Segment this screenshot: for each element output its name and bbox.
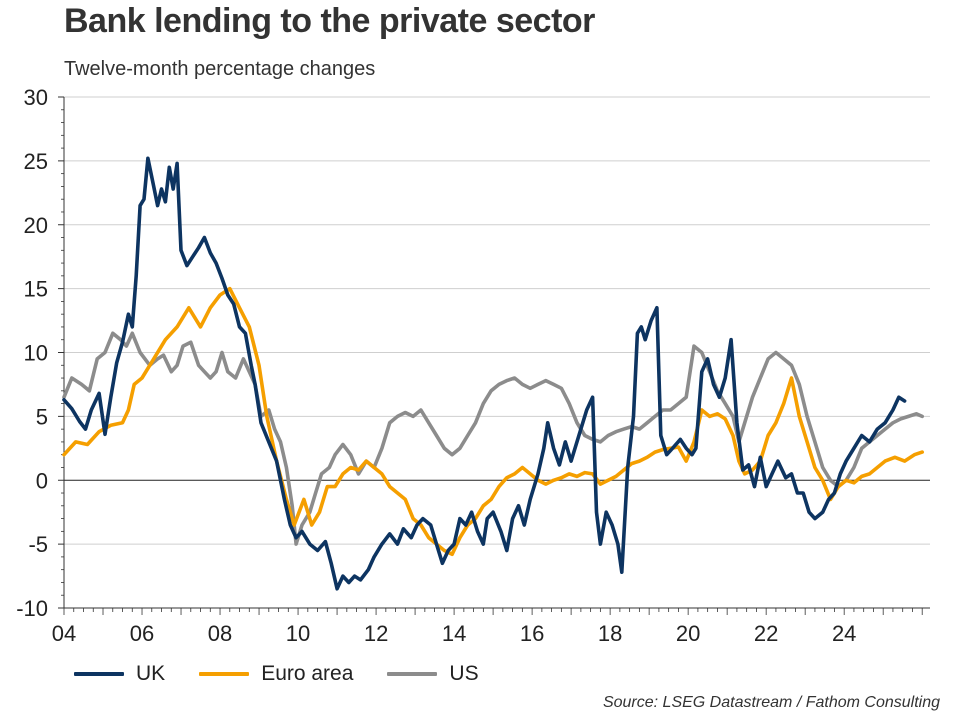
legend-label-uk: UK — [136, 662, 166, 685]
series-line-us — [62, 331, 924, 546]
x-tick-label: 14 — [442, 621, 466, 646]
x-tick-label: 22 — [754, 621, 778, 646]
legend-item-us: US — [387, 662, 479, 686]
y-tick-label: 30 — [24, 85, 48, 110]
x-tick-label: 20 — [676, 621, 700, 646]
x-tick-label: 16 — [520, 621, 544, 646]
legend-item-uk: UK — [74, 662, 165, 686]
x-tick-label: 18 — [598, 621, 622, 646]
x-tick-label: 06 — [130, 621, 154, 646]
chart-title: Bank lending to the private sector — [64, 2, 595, 40]
y-tick-label: 0 — [36, 468, 48, 493]
y-tick-label: -10 — [16, 596, 48, 621]
x-tick-label: 24 — [832, 621, 856, 646]
source-note: Source: LSEG Datastream / Fathom Consult… — [602, 694, 940, 711]
legend-swatch-euro — [199, 672, 250, 676]
x-tick-label: 10 — [286, 621, 310, 646]
legend-label-us: US — [449, 662, 479, 685]
y-axis: 30 25 20 15 10 5 0 -5 -10 — [16, 85, 65, 621]
x-tick-label: 08 — [208, 621, 232, 646]
y-tick-label: 25 — [24, 149, 48, 174]
series-line-uk — [62, 156, 907, 591]
legend-swatch-us — [387, 672, 438, 676]
x-tick-label: 04 — [52, 621, 76, 646]
legend-swatch-uk — [74, 672, 124, 676]
series-line-euro — [62, 286, 924, 557]
y-tick-label: 20 — [24, 213, 48, 238]
legend: UK Euro area US — [74, 662, 513, 686]
y-tick-label: 15 — [24, 277, 48, 302]
series-lines — [62, 156, 924, 591]
y-tick-label: 10 — [24, 341, 48, 366]
y-tick-label: 5 — [36, 404, 48, 429]
legend-item-euro: Euro area — [199, 662, 353, 686]
legend-label-euro: Euro area — [261, 662, 354, 685]
y-tick-label: -5 — [28, 532, 48, 557]
chart-subtitle: Twelve-month percentage changes — [64, 58, 376, 80]
x-axis: 04 06 08 10 12 14 16 18 20 22 24 — [52, 607, 930, 646]
x-tick-label: 12 — [364, 621, 388, 646]
